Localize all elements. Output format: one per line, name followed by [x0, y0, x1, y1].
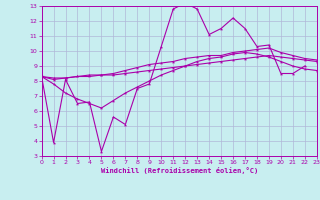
- X-axis label: Windchill (Refroidissement éolien,°C): Windchill (Refroidissement éolien,°C): [100, 167, 258, 174]
